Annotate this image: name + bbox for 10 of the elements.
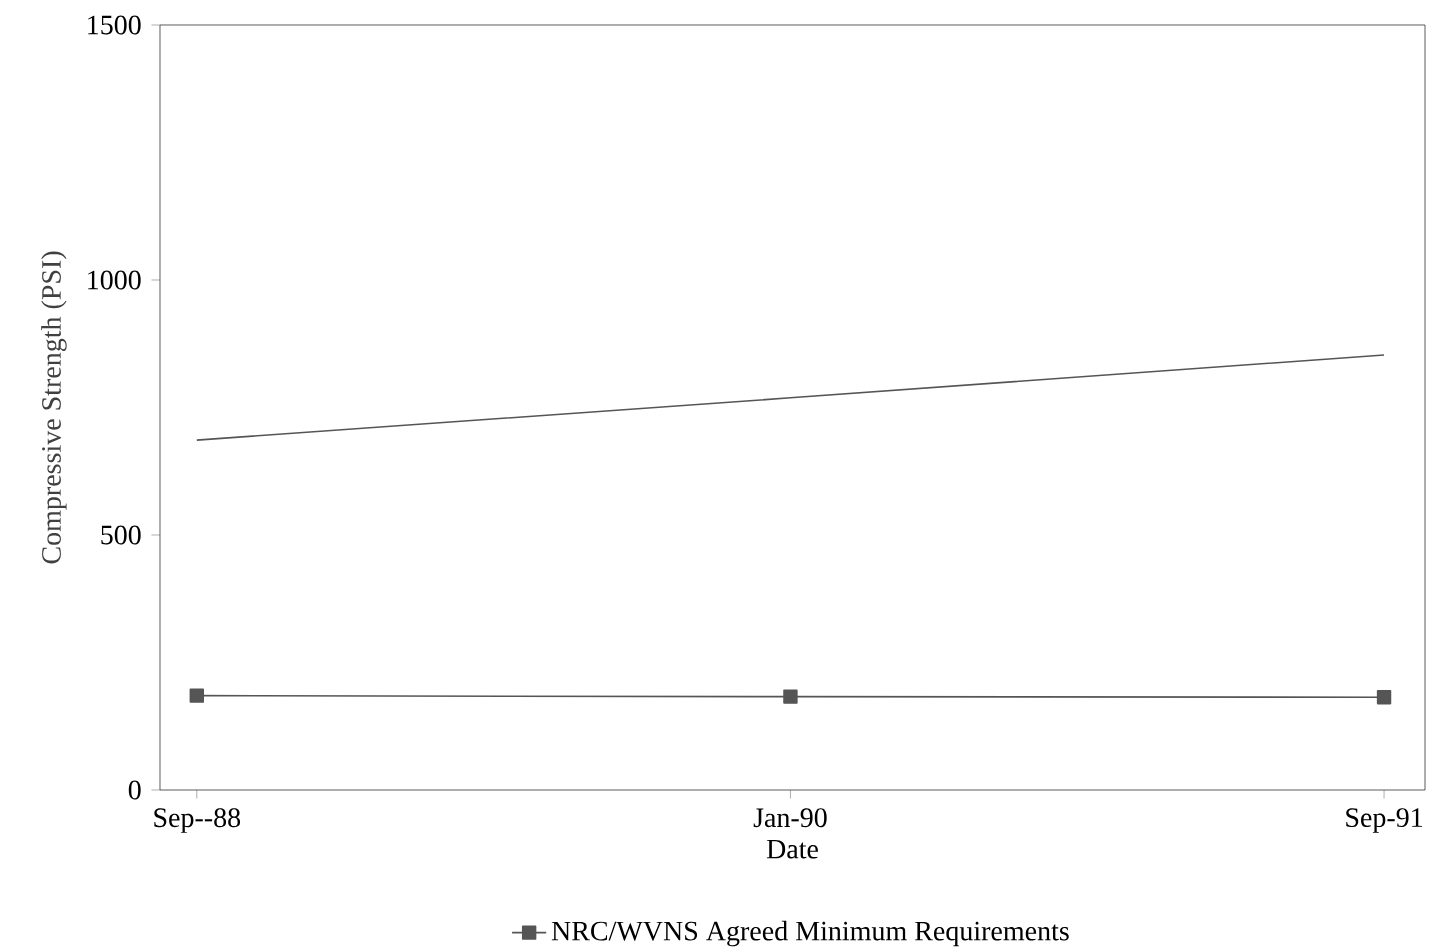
x-axis-title: Date	[766, 839, 818, 859]
x-tick-label: Sep--88	[154, 808, 241, 833]
legend-label: NRC/WVNS Agreed Minimum Requirements	[551, 920, 1069, 947]
y-tick-label: 1500	[88, 15, 141, 35]
x-tick-label: Sep-91	[1346, 808, 1423, 833]
y-tick-label: 0	[128, 780, 141, 800]
y-axis-title: Compressive Strength (PSI)	[41, 251, 67, 564]
y-tick-label: 1000	[88, 270, 141, 290]
y-tick-label: 500	[101, 525, 141, 545]
x-tick-label: Jan-90	[753, 808, 827, 828]
